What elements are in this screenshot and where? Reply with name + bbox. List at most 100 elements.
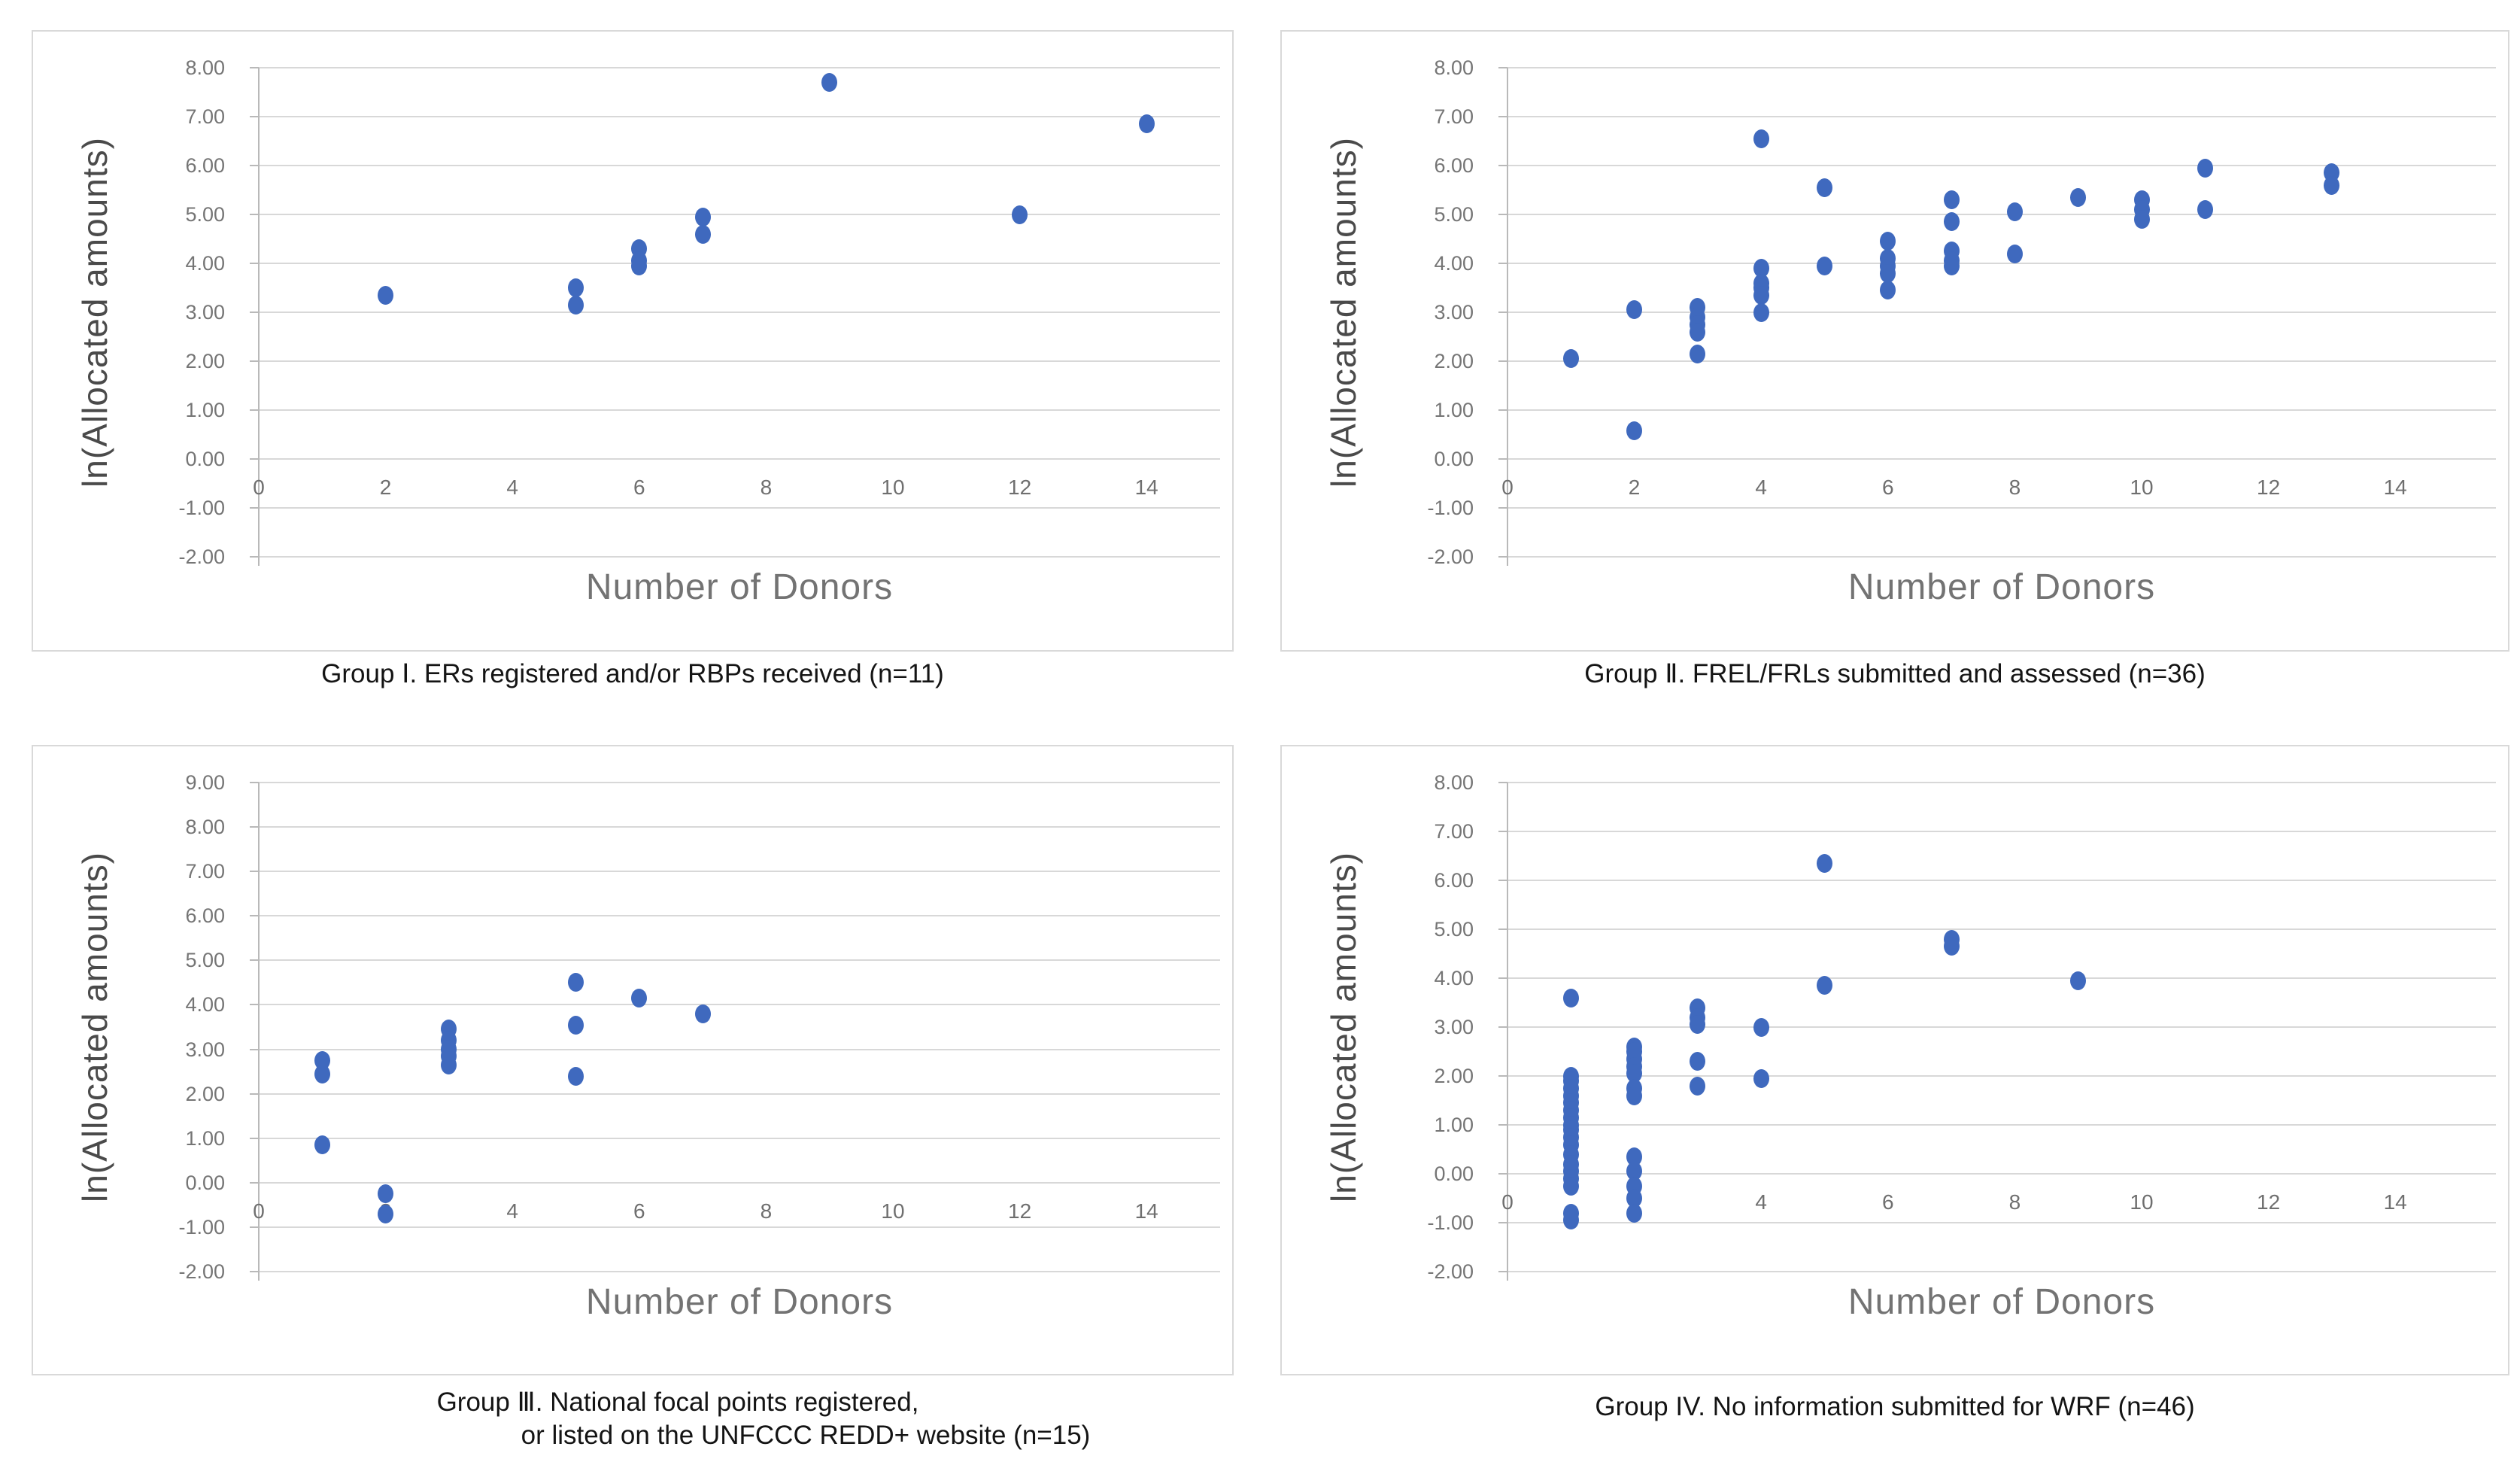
y-tick-label: 7.00 [1434, 105, 1474, 128]
y-tick-label: -1.00 [1427, 1211, 1474, 1234]
y-tick-mark [250, 1271, 259, 1272]
data-point [314, 1135, 330, 1155]
y-tick-mark [250, 959, 259, 962]
y-gridline [1507, 360, 2496, 362]
caption-group-4: Group IV. No information submitted for W… [1280, 1390, 2509, 1424]
scatter-panel-group-2: 8.00 7.00 6.00 5.00 4.00 3.00 2.00 1.00 0.00 -1.0… [1280, 30, 2509, 652]
y-tick-label: 5.00 [185, 949, 225, 972]
y-gridline [1507, 880, 2496, 881]
x-tick-label: 4 [506, 1199, 518, 1223]
data-point [1817, 976, 1832, 995]
y-tick-label: 8.00 [185, 56, 225, 79]
data-point [1753, 129, 1769, 148]
data-point [568, 295, 584, 315]
scatter-panel-group-4: 8.00 7.00 6.00 5.00 4.00 3.00 2.00 1.00 0.00 -1.0… [1280, 745, 2509, 1375]
x-axis-title: Number of Donors [585, 567, 894, 607]
data-point [1943, 256, 1960, 275]
y-tick-label: 0.00 [1434, 1162, 1474, 1185]
x-tick-label: 12 [1008, 476, 1032, 499]
y-gridline [1507, 1026, 2496, 1028]
y-tick-mark [250, 556, 259, 558]
y-tick-mark [250, 116, 259, 117]
y-gridline [1507, 782, 2496, 783]
data-point [1012, 205, 1028, 224]
y-gridline [259, 1181, 1220, 1184]
data-point [1880, 281, 1896, 300]
y-tick-label: 3.00 [185, 1038, 225, 1061]
y-tick-label: -1.00 [178, 497, 225, 519]
x-tick-label: 8 [2008, 476, 2021, 499]
x-tick-label: 4 [1755, 476, 1767, 499]
data-point [1138, 114, 1155, 134]
y-tick-mark [1498, 928, 1507, 930]
y-tick-label: 4.00 [1434, 967, 1474, 989]
y-gridline [1507, 1075, 2496, 1077]
x-tick-label: 0 [253, 476, 265, 499]
y-tick-label: 5.00 [1434, 203, 1474, 226]
y-tick-mark [1498, 880, 1507, 881]
y-gridline [1507, 312, 2496, 313]
y-gridline [259, 67, 1220, 68]
y-tick-mark [1498, 214, 1507, 215]
y-gridline [259, 1226, 1220, 1228]
y-tick-label: 8.00 [185, 816, 225, 839]
x-tick-label: 10 [881, 1199, 905, 1223]
data-point [568, 1066, 584, 1086]
y-tick-label: 4.00 [1434, 252, 1474, 275]
x-tick-label: 10 [881, 476, 905, 499]
y-tick-label: -2.00 [1427, 546, 1474, 568]
y-tick-mark [1498, 1222, 1507, 1223]
x-tick-label: 0 [1501, 476, 1514, 499]
y-axis-line [258, 783, 260, 1281]
y-tick-mark [1498, 116, 1507, 117]
y-tick-mark [250, 165, 259, 166]
data-point [1753, 259, 1769, 278]
data-point [1562, 349, 1579, 369]
y-gridline [1507, 116, 2496, 117]
x-axis-title: Number of Donors [1847, 1282, 2156, 1322]
data-point [1880, 263, 1896, 283]
y-gridline [259, 360, 1220, 362]
caption-text: Group Ⅰ. ERs registered and/or RBPs rece… [321, 659, 944, 688]
y-gridline [1507, 977, 2496, 979]
y-tick-mark [250, 458, 259, 460]
x-tick-label: 0 [253, 1199, 265, 1223]
y-tick-mark [1498, 1271, 1507, 1272]
y-tick-label: 3.00 [1434, 301, 1474, 324]
y-gridline [1507, 1271, 2496, 1272]
y-gridline [1507, 458, 2496, 460]
y-gridline [259, 1271, 1220, 1272]
x-tick-label: 12 [2257, 476, 2281, 499]
y-tick-label: 2.00 [1434, 350, 1474, 372]
data-point [1626, 1162, 1643, 1181]
data-point [1817, 853, 1832, 873]
y-tick-mark [250, 263, 259, 264]
x-tick-label: 2 [1628, 476, 1641, 499]
y-tick-label: -2.00 [178, 546, 225, 568]
y-gridline [259, 556, 1220, 558]
x-tick-label: 14 [1134, 1199, 1158, 1223]
y-gridline [259, 959, 1220, 962]
y-gridline [259, 1093, 1220, 1095]
scatter-panel-group-1: 8.00 7.00 6.00 5.00 4.00 3.00 2.00 1.00 0.00 -1.0… [32, 30, 1234, 652]
data-point [1562, 1211, 1579, 1230]
y-tick-mark [250, 312, 259, 313]
y-gridline [1507, 67, 2496, 68]
y-tick-mark [250, 1181, 259, 1184]
y-gridline [259, 507, 1220, 509]
caption-group-1: Group Ⅰ. ERs registered and/or RBPs rece… [32, 658, 1234, 691]
y-tick-label: 8.00 [1434, 771, 1474, 794]
caption-group-3: Group Ⅲ. National focal points registere… [32, 1386, 1234, 1452]
y-tick-mark [250, 1226, 259, 1228]
data-point [821, 73, 838, 92]
y-tick-label: 1.00 [185, 399, 225, 421]
y-tick-mark [250, 826, 259, 828]
y-gridline [1507, 409, 2496, 411]
y-tick-label: 0.00 [1434, 448, 1474, 470]
x-tick-label: 12 [2257, 1190, 2281, 1214]
scatter-panel-group-3: 9.00 8.00 7.00 6.00 5.00 4.00 3.00 2.00 1.00 0.00… [32, 745, 1234, 1375]
y-tick-mark [1498, 1026, 1507, 1028]
y-tick-mark [250, 409, 259, 411]
data-point [1817, 178, 1832, 197]
